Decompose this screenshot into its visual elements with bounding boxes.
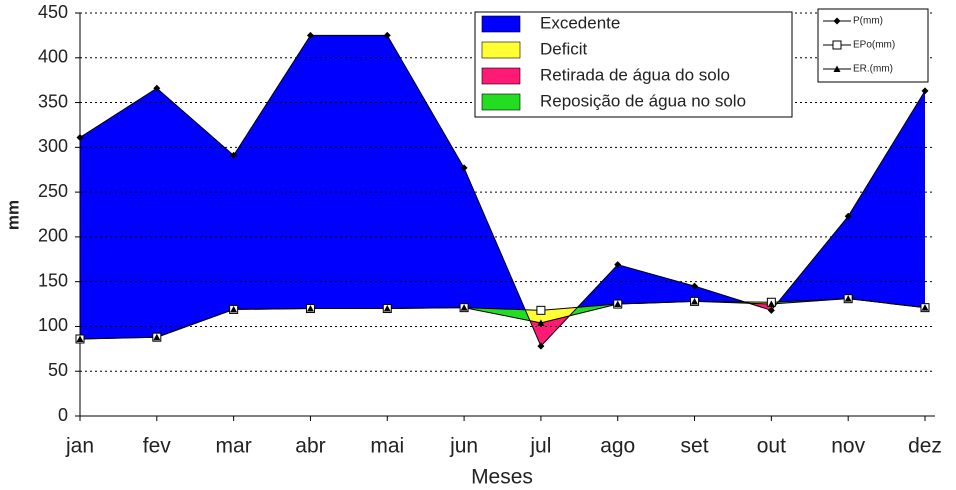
marker-diamond	[614, 261, 622, 269]
y-tick-label: 350	[38, 91, 68, 111]
legend-swatch	[481, 93, 521, 111]
marker-diamond	[767, 306, 775, 314]
y-tick-label: 150	[38, 270, 68, 290]
marker-diamond	[691, 282, 699, 290]
x-axis-title: Meses	[471, 466, 533, 489]
marker-triangle	[383, 305, 391, 312]
legend-label: ER.(mm)	[853, 64, 893, 75]
legend-swatch	[481, 15, 521, 33]
x-tick-label: abr	[295, 435, 325, 458]
marker-triangle	[833, 65, 841, 72]
marker-triangle	[767, 300, 775, 308]
marker-triangle	[921, 304, 929, 311]
legend-swatch	[481, 67, 521, 85]
marker-diamond	[153, 84, 161, 92]
y-tick-label: 200	[38, 226, 68, 246]
legend-label: P(mm)	[853, 16, 883, 27]
legend-label: Retirada de água do solo	[540, 65, 730, 84]
marker-diamond	[383, 31, 391, 39]
y-tick-label: 0	[58, 405, 68, 425]
y-tick-label: 400	[38, 47, 68, 67]
marker-triangle	[460, 304, 468, 311]
y-tick-label: 50	[48, 360, 68, 380]
marker-diamond	[921, 87, 929, 95]
y-tick-label: 300	[38, 136, 68, 156]
legend-label: EPo(mm)	[853, 40, 895, 51]
marker-triangle	[614, 300, 622, 308]
y-axis-title: mm	[3, 200, 22, 230]
x-tick-label: jan	[65, 435, 94, 458]
y-tick-label: 450	[38, 2, 68, 22]
marker-diamond	[460, 164, 468, 172]
marker-diamond	[844, 212, 852, 220]
marker-diamond	[76, 133, 84, 141]
legend-label: Excedente	[540, 13, 620, 32]
x-tick-label: dez	[908, 435, 942, 458]
marker-diamond	[306, 31, 314, 39]
marker-triangle	[230, 305, 238, 313]
x-tick-label: mai	[370, 435, 404, 458]
x-tick-label: ago	[600, 435, 635, 458]
x-tick-label: jul	[529, 435, 551, 458]
x-tick-label: nov	[831, 435, 865, 458]
y-tick-label: 250	[38, 181, 68, 201]
x-tick-label: out	[757, 435, 786, 458]
marker-triangle	[691, 297, 699, 305]
x-tick-label: set	[681, 435, 709, 458]
y-tick-label: 100	[38, 315, 68, 335]
x-tick-label: fev	[143, 435, 172, 458]
legend-label: Reposição de água no solo	[540, 91, 746, 110]
marker-triangle	[153, 333, 161, 341]
x-tick-label: jun	[449, 435, 478, 458]
x-tick-label: mar	[216, 435, 252, 458]
marker-triangle	[306, 305, 314, 312]
legend-label: Deficit	[540, 39, 588, 58]
marker-square	[832, 40, 842, 50]
series-line	[79, 298, 926, 340]
marker-triangle	[844, 295, 852, 302]
marker-diamond	[833, 17, 841, 25]
marker-triangle	[537, 319, 545, 326]
legend-swatch	[481, 41, 521, 59]
marker-diamond	[537, 342, 545, 350]
marker-diamond	[230, 151, 238, 159]
legend-box	[474, 11, 793, 118]
marker-square	[536, 305, 546, 315]
series-line	[79, 34, 926, 348]
marker-triangle	[76, 335, 84, 342]
